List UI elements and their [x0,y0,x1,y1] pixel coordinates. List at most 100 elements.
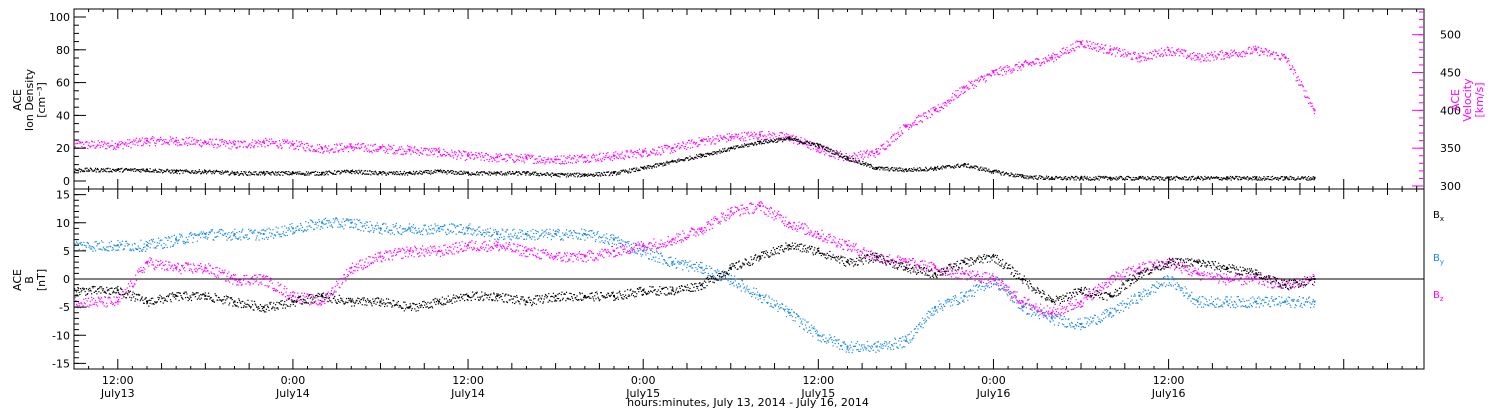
density-series-point [408,171,411,174]
density-series-sample [188,172,191,174]
density-series-sample [881,167,884,169]
velocity-series-sample [891,140,893,143]
velocity-series-sample [930,108,932,110]
density-series-sample [663,162,665,164]
by-series-sample [597,230,599,233]
velocity-series-sample [1086,41,1088,43]
velocity-series-sample [1036,57,1038,60]
velocity-series-sample [660,153,662,156]
velocity-series-sample [1111,53,1113,55]
density-series-sample [569,173,572,175]
velocity-series-sample [421,153,423,155]
velocity-series-sample [984,81,987,83]
density-series-sample [947,165,949,167]
density-series-sample [304,173,306,175]
velocity-series-sample [1068,51,1071,54]
by-series-sample [84,249,86,251]
velocity-series-sample [833,151,836,153]
velocity-series-sample [420,152,422,154]
density-series-sample [989,170,991,172]
density-series-sample [1097,177,1099,180]
density-series-sample [1088,179,1090,181]
by-series-sample [116,245,118,247]
velocity-series-point [1050,56,1053,59]
by-series-sample [262,229,264,231]
velocity-series-sample [274,142,276,145]
velocity-series-sample [871,151,873,154]
by-series-sample [470,233,472,235]
velocity-series-sample [553,161,555,163]
by-series-sample [332,218,334,220]
velocity-series-sample [958,94,960,97]
by-series-sample [135,247,137,249]
density-series-sample [914,169,916,171]
velocity-series-sample [648,154,650,156]
velocity-series-sample [1137,61,1139,63]
velocity-series-sample [569,161,572,164]
by-series-sample [225,232,227,234]
density-series-sample [139,169,141,171]
density-series-sample [1068,177,1071,179]
velocity-series-sample [1155,56,1157,58]
velocity-series-sample [523,160,525,162]
density-series-sample [1307,179,1309,181]
velocity-series-sample [901,132,903,134]
density-series-sample [420,173,422,175]
velocity-series-point [934,109,937,112]
velocity-series-sample [206,143,208,145]
velocity-series-sample [357,144,359,146]
density-series-sample [633,170,635,173]
velocity-series-sample [636,150,639,152]
density-series-sample [560,173,562,175]
by-series-sample [366,221,369,223]
velocity-series-sample [631,152,633,154]
by-series-sample [89,248,91,250]
density-series-sample [173,169,176,171]
velocity-series-point [904,124,907,127]
density-series-sample [896,170,899,172]
density-series-sample [798,140,800,142]
density-series-sample [751,142,753,144]
velocity-series-sample [734,136,736,138]
velocity-series-sample [640,155,642,157]
velocity-series-sample [203,143,205,145]
velocity-series-sample [487,154,489,156]
top-right-tick-label: 500 [1440,29,1461,42]
density-series-sample [785,138,787,141]
velocity-series-sample [1151,58,1153,60]
velocity-series-sample [1251,53,1253,55]
by-series-sample [153,247,155,249]
density-series-sample [336,171,338,173]
density-series-sample [258,172,260,174]
velocity-series-sample [1205,60,1207,62]
density-series-sample [879,166,882,168]
velocity-series-sample [1070,44,1072,46]
velocity-series-sample [540,162,542,164]
by-series-sample [567,236,569,238]
velocity-series-sample [1087,44,1089,46]
velocity-series-sample [1105,52,1107,54]
density-series-sample [589,174,591,176]
density-series-sample [580,173,582,175]
by-series-sample [297,229,300,231]
density-series-sample [623,170,625,172]
velocity-series-sample [1119,50,1121,52]
velocity-series-sample [471,154,474,156]
velocity-series-sample [390,149,392,151]
density-series-sample [720,150,723,153]
velocity-series-sample [110,145,112,147]
velocity-series-sample [1210,53,1212,55]
density-series-sample [81,170,84,172]
velocity-series-sample [1260,50,1262,52]
density-series-sample [926,170,928,172]
velocity-series-sample [413,147,415,149]
by-series-sample [533,232,535,235]
by-series-sample [495,230,497,233]
density-series-sample [619,172,621,174]
velocity-series-sample [466,154,468,156]
density-series-sample [222,173,224,175]
density-series-sample [232,172,235,174]
density-series-sample [904,168,906,171]
velocity-series-sample [1041,62,1043,64]
density-series-sample [466,171,468,173]
